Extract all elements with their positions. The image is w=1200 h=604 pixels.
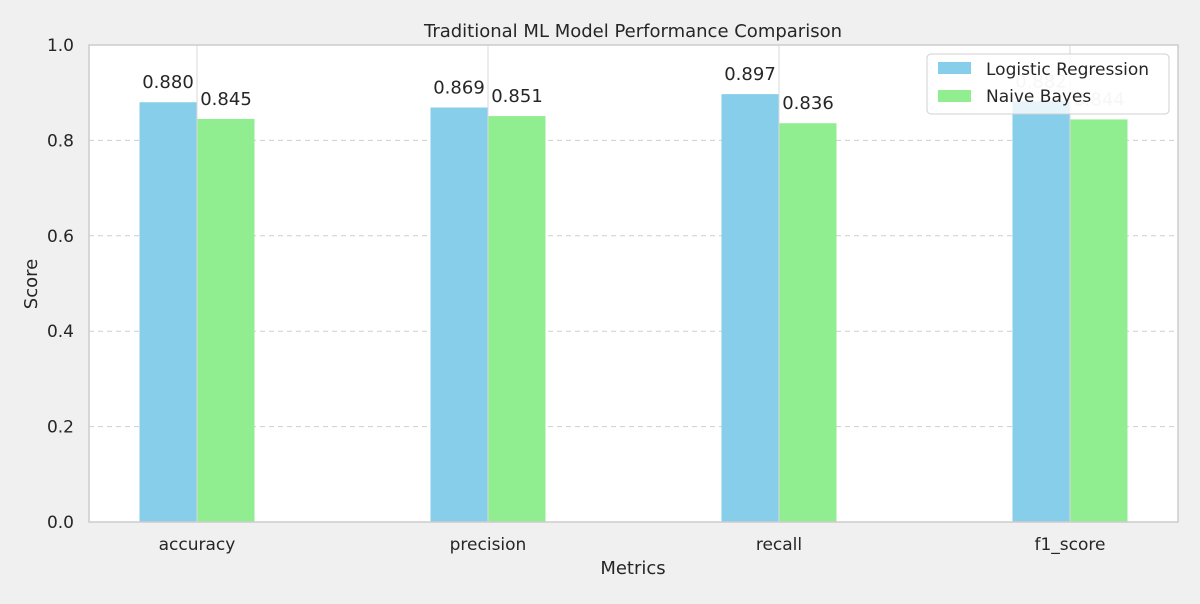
x-tick-label-f1-score: f1_score <box>1035 535 1106 555</box>
bar-naive-bayes-recall <box>779 123 837 522</box>
axes-layer: 0.0 0.2 0.4 0.6 0.8 1.0 accuracy precision recal… <box>47 36 1179 555</box>
x-tick-label-precision: precision <box>450 535 527 555</box>
bar-naive-bayes-accuracy <box>197 118 255 522</box>
data-label-logistic-regression-accuracy: 0.880 <box>142 72 194 93</box>
legend-swatch-naive-bayes <box>938 90 971 102</box>
plot-frame <box>88 44 1179 523</box>
bar-naive-bayes-precision <box>488 116 546 522</box>
x-tick-label-recall: recall <box>756 535 802 555</box>
bar-logistic-regression-accuracy <box>139 102 197 523</box>
x-axis-label: Metrics <box>600 558 665 579</box>
y-tick-label: 0.6 <box>47 227 74 247</box>
data-label-logistic-regression-precision: 0.869 <box>433 77 485 98</box>
y-tick-label: 0.8 <box>47 131 74 151</box>
y-axis-label: Score <box>21 259 42 309</box>
bar-naive-bayes-f1-score <box>1070 119 1128 523</box>
data-label-logistic-regression-recall: 0.897 <box>724 64 776 85</box>
legend-label-naive-bayes: Naive Bayes <box>986 87 1091 107</box>
data-label-naive-bayes-precision: 0.851 <box>491 86 543 107</box>
bar-logistic-regression-recall <box>721 94 779 523</box>
legend-label-logistic-regression: Logistic Regression <box>986 60 1149 80</box>
plot-area-background <box>89 45 1178 522</box>
legend: Logistic Regression Naive Bayes <box>926 53 1170 115</box>
data-label-naive-bayes-recall: 0.836 <box>782 93 834 114</box>
data-label-naive-bayes-accuracy: 0.845 <box>200 89 252 110</box>
bars-layer <box>139 94 1128 523</box>
y-tick-label: 0.2 <box>47 418 74 438</box>
x-tick-label-accuracy: accuracy <box>159 535 236 555</box>
y-tick-label: 0.0 <box>47 513 74 533</box>
legend-box <box>926 53 1170 115</box>
y-tick-label: 0.4 <box>47 322 74 342</box>
bar-logistic-regression-f1-score <box>1012 101 1070 522</box>
legend-swatch-logistic-regression <box>938 62 971 74</box>
bar-logistic-regression-precision <box>430 107 488 522</box>
y-tick-label: 1.0 <box>47 36 74 56</box>
chart-title: Traditional ML Model Performance Compari… <box>423 21 842 42</box>
